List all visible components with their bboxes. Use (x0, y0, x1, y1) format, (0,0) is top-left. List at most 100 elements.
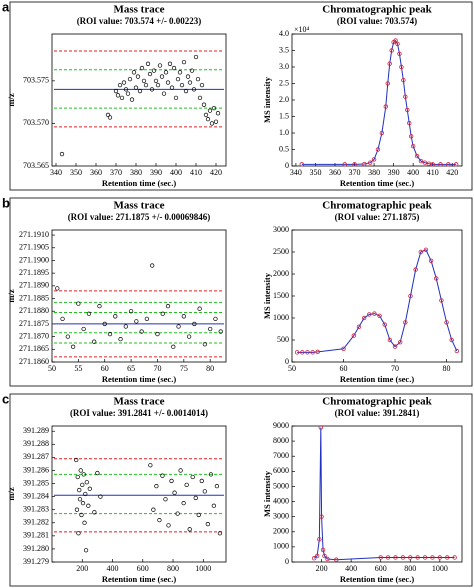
x-tick-label: 420 (210, 168, 222, 177)
y-tick-label: 703.565 (23, 161, 49, 170)
y-tick-label: 271.1875 (19, 319, 49, 328)
y-tick-label: 1000 (273, 542, 289, 551)
data-point (399, 64, 404, 70)
data-point (213, 119, 219, 124)
y-tick-label: 391.285 (23, 478, 49, 487)
data-point (408, 293, 413, 299)
data-point (334, 557, 339, 562)
data-point (367, 160, 373, 165)
data-point (414, 153, 420, 159)
data-point (195, 76, 201, 82)
data-point (385, 81, 390, 86)
y-tick-label: 1.5 (279, 111, 289, 120)
y-tick-label: 4000 (273, 496, 289, 505)
data-point (113, 314, 118, 319)
data-point (387, 337, 393, 343)
panel-label: b (2, 195, 10, 210)
data-point (175, 76, 181, 82)
data-point (123, 87, 129, 92)
x-axis-title: Retention time (sec.) (340, 374, 415, 384)
chart-subtitle: (ROI value: 703.574) (337, 16, 417, 26)
chart-title: Mass trace (113, 200, 164, 212)
panel-frame (9, 393, 473, 587)
data-point (185, 74, 191, 79)
data-point (325, 556, 330, 562)
data-point (294, 350, 300, 355)
data-point (397, 340, 403, 345)
y-tick-label: 8000 (273, 436, 289, 445)
data-point (178, 468, 183, 473)
plot-frame (51, 229, 227, 363)
chart-subtitle: (ROI value: 391.2841) (335, 408, 420, 418)
data-point (315, 349, 320, 355)
data-point (181, 59, 187, 65)
x-tick-label: 400 (345, 564, 357, 573)
x-tick-label: 600 (137, 564, 149, 573)
y-tick-label: 1.0 (279, 128, 289, 137)
x-tick-label: 80 (206, 364, 214, 373)
data-point (128, 309, 134, 314)
data-point (173, 95, 179, 101)
x-tick-label: 200 (316, 564, 328, 573)
data-point (163, 497, 168, 502)
panel-frame (9, 1, 473, 191)
y-tick-label: 271.1900 (19, 255, 49, 264)
y-tick-label: 391.287 (23, 452, 49, 461)
y-tick-label: 391.284 (23, 491, 49, 500)
data-point (153, 78, 159, 83)
y-tick-label: 703.570 (23, 118, 49, 127)
data-point (393, 555, 398, 560)
x-tick-label: 1000 (195, 564, 211, 573)
data-point (157, 63, 163, 68)
data-point (151, 507, 156, 512)
data-point (176, 324, 181, 329)
data-point (356, 324, 362, 329)
data-point (171, 65, 177, 71)
data-point (418, 249, 423, 255)
data-point (86, 503, 91, 508)
data-point (203, 112, 209, 118)
data-point (430, 162, 435, 167)
data-point (175, 511, 180, 516)
data-point (213, 316, 218, 321)
data-point (449, 337, 454, 343)
data-point (215, 111, 221, 116)
chart-subtitle: (ROI value: 391.2841 +/- 0.0014014) (70, 408, 208, 418)
data-point (401, 77, 406, 83)
data-point (55, 286, 60, 291)
data-point (82, 520, 87, 525)
data-point (201, 102, 207, 107)
data-point (78, 468, 83, 473)
data-point (322, 553, 327, 559)
data-point (208, 326, 213, 332)
data-point (74, 507, 80, 512)
data-point (437, 555, 443, 560)
data-point (161, 91, 167, 96)
data-point (190, 474, 195, 480)
data-point (452, 555, 457, 560)
y-tick-label: 6000 (273, 466, 289, 475)
chart-title: Chromatographic peak (322, 200, 432, 212)
data-point (155, 82, 161, 88)
data-point (378, 555, 383, 560)
data-point (166, 523, 171, 528)
data-point (428, 258, 434, 263)
data-point (300, 350, 305, 355)
data-point (181, 314, 186, 319)
y-tick-label: 271.1910 (19, 230, 49, 239)
y-tick-label: 0.5 (279, 144, 289, 153)
data-point (160, 473, 165, 478)
x-tick-label: 390 (388, 168, 400, 177)
data-point (393, 38, 398, 43)
line (301, 39, 457, 165)
data-point (134, 319, 139, 324)
data-point (395, 41, 400, 47)
data-point (438, 162, 443, 167)
data-point (453, 162, 459, 167)
chart-title: Mass trace (113, 396, 164, 408)
data-point (397, 51, 402, 56)
y-tick-label: 391.286 (23, 465, 49, 474)
data-point (430, 555, 435, 560)
x-tick-label: 200 (76, 564, 88, 573)
